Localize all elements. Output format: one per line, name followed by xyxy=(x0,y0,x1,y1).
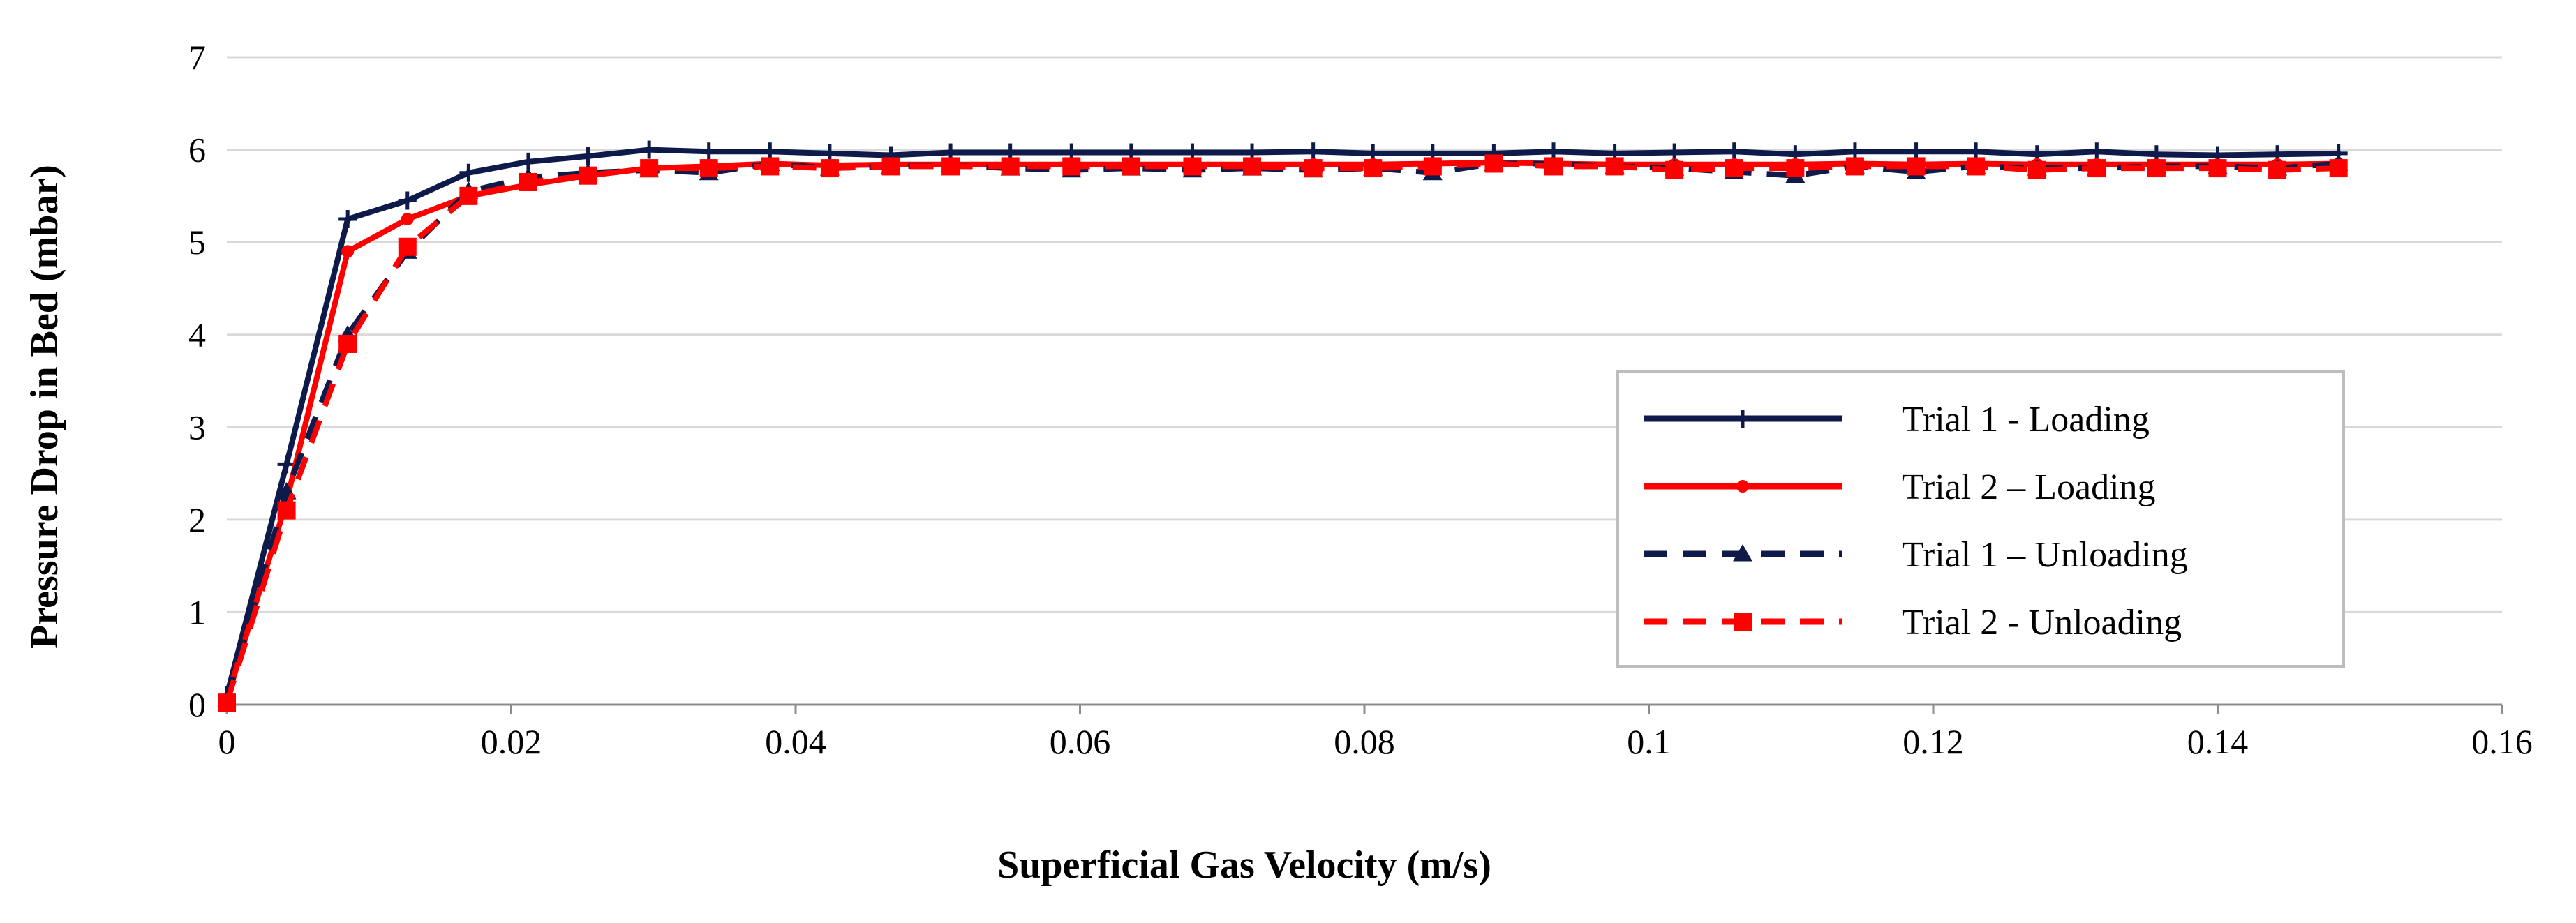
x-tick-label-5: 0.1 xyxy=(1627,722,1671,761)
series-4-point-3 xyxy=(398,237,417,256)
series-4-point-2 xyxy=(338,334,357,353)
y-tick-label-2: 2 xyxy=(188,500,206,539)
x-axis-title: Superficial Gas Velocity (m/s) xyxy=(997,843,1491,887)
series-4-point-25 xyxy=(1725,159,1743,178)
y-tick-label-0: 0 xyxy=(188,685,206,724)
y-tick-label-4: 4 xyxy=(188,315,206,354)
legend-label-2: Trial 2 – Loading xyxy=(1902,467,2156,507)
series-4-point-5 xyxy=(519,172,537,191)
series-4-point-34 xyxy=(2268,160,2287,179)
series-4-point-35 xyxy=(2329,159,2348,178)
series-2-point-2 xyxy=(341,245,355,258)
series-4-point-33 xyxy=(2208,159,2227,178)
y-tick-label-3: 3 xyxy=(188,407,206,447)
series-4-point-12 xyxy=(941,157,960,176)
series-1-point-25 xyxy=(1725,142,1743,161)
series-4-point-13 xyxy=(1001,157,1020,176)
grid-lines xyxy=(227,56,2502,613)
series-4-point-29 xyxy=(1967,157,1986,176)
legend-label-1: Trial 1 - Loading xyxy=(1902,400,2150,440)
x-tick-label-2: 0.04 xyxy=(765,722,826,761)
legend-marker-2 xyxy=(1736,480,1749,493)
series-1-point-7 xyxy=(640,140,659,159)
series-4-point-31 xyxy=(2087,159,2106,178)
x-tick-label-1: 0.02 xyxy=(481,722,542,761)
y-tick-label-6: 6 xyxy=(188,130,206,170)
series-4-point-23 xyxy=(1605,157,1624,176)
series-4-point-7 xyxy=(640,159,659,178)
series-1-point-1 xyxy=(277,455,296,474)
series-group xyxy=(217,140,2348,712)
series-4-point-1 xyxy=(277,501,296,520)
series-4-point-26 xyxy=(1786,159,1805,178)
y-tick-label-1: 1 xyxy=(188,592,206,631)
y-tick-label-7: 7 xyxy=(188,38,206,77)
series-4-point-14 xyxy=(1062,157,1081,176)
x-tick-label-7: 0.14 xyxy=(2187,722,2249,761)
series-4-point-6 xyxy=(579,166,597,185)
series-1-point-3 xyxy=(398,191,417,210)
series-4-point-16 xyxy=(1183,157,1202,176)
series-4-point-22 xyxy=(1544,157,1563,176)
series-4-point-18 xyxy=(1304,159,1323,178)
series-4 xyxy=(218,154,2348,712)
series-4-point-9 xyxy=(761,157,780,176)
series-1-point-4 xyxy=(459,163,478,182)
series-4-point-20 xyxy=(1423,157,1442,176)
series-4-point-15 xyxy=(1122,157,1140,176)
legend-label-4: Trial 2 - Unloading xyxy=(1902,603,2182,643)
series-1-point-31 xyxy=(2087,142,2106,161)
series-4-point-17 xyxy=(1243,157,1262,176)
x-tick-label-8: 0.16 xyxy=(2471,722,2533,761)
legend-marker-4 xyxy=(1734,613,1752,631)
series-4-point-10 xyxy=(820,159,839,178)
series-4-point-27 xyxy=(1845,157,1864,176)
series-4-point-32 xyxy=(2147,159,2166,178)
legend-item-2: Trial 2 – Loading xyxy=(1644,467,2156,507)
legend: Trial 1 - Loading Trial 2 – Loading Trial … xyxy=(1616,370,2345,668)
series-1-line xyxy=(224,147,2342,698)
series-4-point-28 xyxy=(1907,157,1926,176)
legend-label-3: Trial 1 – Unloading xyxy=(1902,535,2188,575)
series-1-point-8 xyxy=(699,142,718,161)
x-tick-label-4: 0.08 xyxy=(1334,722,1395,761)
series-2-point-3 xyxy=(401,213,414,225)
legend-item-1: Trial 1 - Loading xyxy=(1644,400,2150,440)
series-4-point-19 xyxy=(1364,159,1383,178)
series-4-point-30 xyxy=(2027,160,2046,179)
tick-labels: 0 0.02 0.04 0.06 0.08 0.1 0.12 0.14 0.16 0 1 2 3 4 5 6 7 xyxy=(188,38,2533,761)
series-4-point-0 xyxy=(218,693,236,712)
legend-item-3: Trial 1 – Unloading xyxy=(1644,535,2188,575)
series-4-point-8 xyxy=(699,159,718,178)
legend-marker-1 xyxy=(1734,410,1752,428)
series-1-point-2 xyxy=(338,210,357,228)
legend-item-4: Trial 2 - Unloading xyxy=(1644,603,2182,643)
x-tick-label-0: 0 xyxy=(218,722,236,761)
y-tick-label-5: 5 xyxy=(188,223,206,262)
series-4-point-24 xyxy=(1665,160,1684,179)
series-4-point-11 xyxy=(881,157,900,176)
x-tick-label-6: 0.12 xyxy=(1903,722,1964,761)
y-axis-title: Pressure Drop in Bed (mbar) xyxy=(23,165,66,649)
x-tick-label-3: 0.06 xyxy=(1050,722,1111,761)
series-4-point-4 xyxy=(459,186,478,205)
series-1-point-6 xyxy=(579,147,597,165)
series-4-point-21 xyxy=(1484,154,1503,173)
legend-marker-3 xyxy=(1733,544,1752,562)
series-4-line xyxy=(224,160,2339,704)
series-1-point-18 xyxy=(1304,142,1323,161)
